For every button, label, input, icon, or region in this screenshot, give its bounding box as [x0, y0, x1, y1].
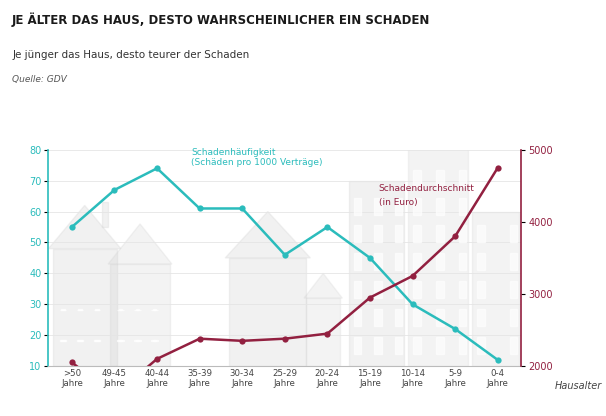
Bar	[478, 309, 485, 326]
Text: Schadendurchschnitt: Schadendurchschnitt	[379, 184, 474, 193]
Bar	[459, 253, 466, 270]
Bar	[119, 309, 122, 310]
Bar	[413, 281, 421, 298]
Bar	[119, 340, 122, 342]
Text: Hausalter: Hausalter	[554, 381, 602, 391]
Text: Quelle: GDV: Quelle: GDV	[12, 75, 67, 84]
Bar	[459, 170, 466, 187]
Bar	[375, 225, 382, 243]
Bar	[459, 198, 466, 215]
Bar	[395, 253, 402, 270]
Bar	[354, 337, 361, 354]
Bar	[153, 309, 156, 310]
Bar	[230, 258, 306, 366]
Bar	[413, 170, 421, 187]
Bar	[395, 309, 402, 326]
Bar	[413, 198, 421, 215]
Bar	[510, 225, 518, 243]
Bar	[459, 281, 466, 298]
Bar	[395, 198, 402, 215]
Bar	[436, 225, 444, 243]
Polygon shape	[304, 273, 342, 298]
Bar	[354, 198, 361, 215]
Bar	[348, 181, 404, 366]
Bar	[510, 309, 518, 326]
Bar	[375, 253, 382, 270]
Bar	[413, 253, 421, 270]
Bar	[413, 309, 421, 326]
Bar	[53, 249, 116, 366]
Bar	[436, 281, 444, 298]
Bar	[375, 198, 382, 215]
Bar	[354, 281, 361, 298]
Polygon shape	[108, 224, 172, 264]
Bar	[95, 309, 99, 310]
Text: Schadenhäufigkeit: Schadenhäufigkeit	[191, 149, 276, 158]
Text: (in Euro): (in Euro)	[379, 198, 417, 208]
Bar	[61, 309, 65, 310]
Bar	[459, 337, 466, 354]
Bar	[510, 337, 518, 354]
Bar	[78, 340, 82, 342]
Bar	[375, 281, 382, 298]
Bar	[413, 225, 421, 243]
Bar	[472, 212, 519, 366]
Bar	[354, 253, 361, 270]
Bar	[395, 281, 402, 298]
Bar	[478, 253, 485, 270]
Bar	[395, 337, 402, 354]
Bar	[375, 309, 382, 326]
Bar	[102, 202, 108, 227]
Text: JE ÄLTER DAS HAUS, DESTO WAHRSCHEINLICHER EIN SCHADEN: JE ÄLTER DAS HAUS, DESTO WAHRSCHEINLICHE…	[12, 12, 430, 27]
Bar	[395, 225, 402, 243]
Polygon shape	[48, 206, 121, 249]
Bar	[408, 144, 468, 366]
Bar	[436, 309, 444, 326]
Bar	[436, 337, 444, 354]
Bar	[510, 281, 518, 298]
Bar	[436, 170, 444, 187]
Bar	[478, 225, 485, 243]
Bar	[478, 281, 485, 298]
Bar	[136, 340, 139, 342]
Bar	[413, 337, 421, 354]
Bar	[478, 337, 485, 354]
Polygon shape	[225, 212, 310, 258]
Bar	[436, 198, 444, 215]
Bar	[153, 340, 156, 342]
Bar	[510, 253, 518, 270]
Bar	[95, 340, 99, 342]
Bar	[375, 337, 382, 354]
Bar	[354, 309, 361, 326]
Bar	[78, 309, 82, 310]
Bar	[459, 309, 466, 326]
Text: Je jünger das Haus, desto teurer der Schaden: Je jünger das Haus, desto teurer der Sch…	[12, 50, 250, 60]
Bar	[459, 225, 466, 243]
Bar	[61, 340, 65, 342]
Text: (Schäden pro 1000 Verträge): (Schäden pro 1000 Verträge)	[191, 158, 322, 167]
Bar	[136, 309, 139, 310]
Bar	[436, 253, 444, 270]
Bar	[306, 298, 340, 366]
Bar	[354, 225, 361, 243]
Bar	[110, 264, 170, 366]
